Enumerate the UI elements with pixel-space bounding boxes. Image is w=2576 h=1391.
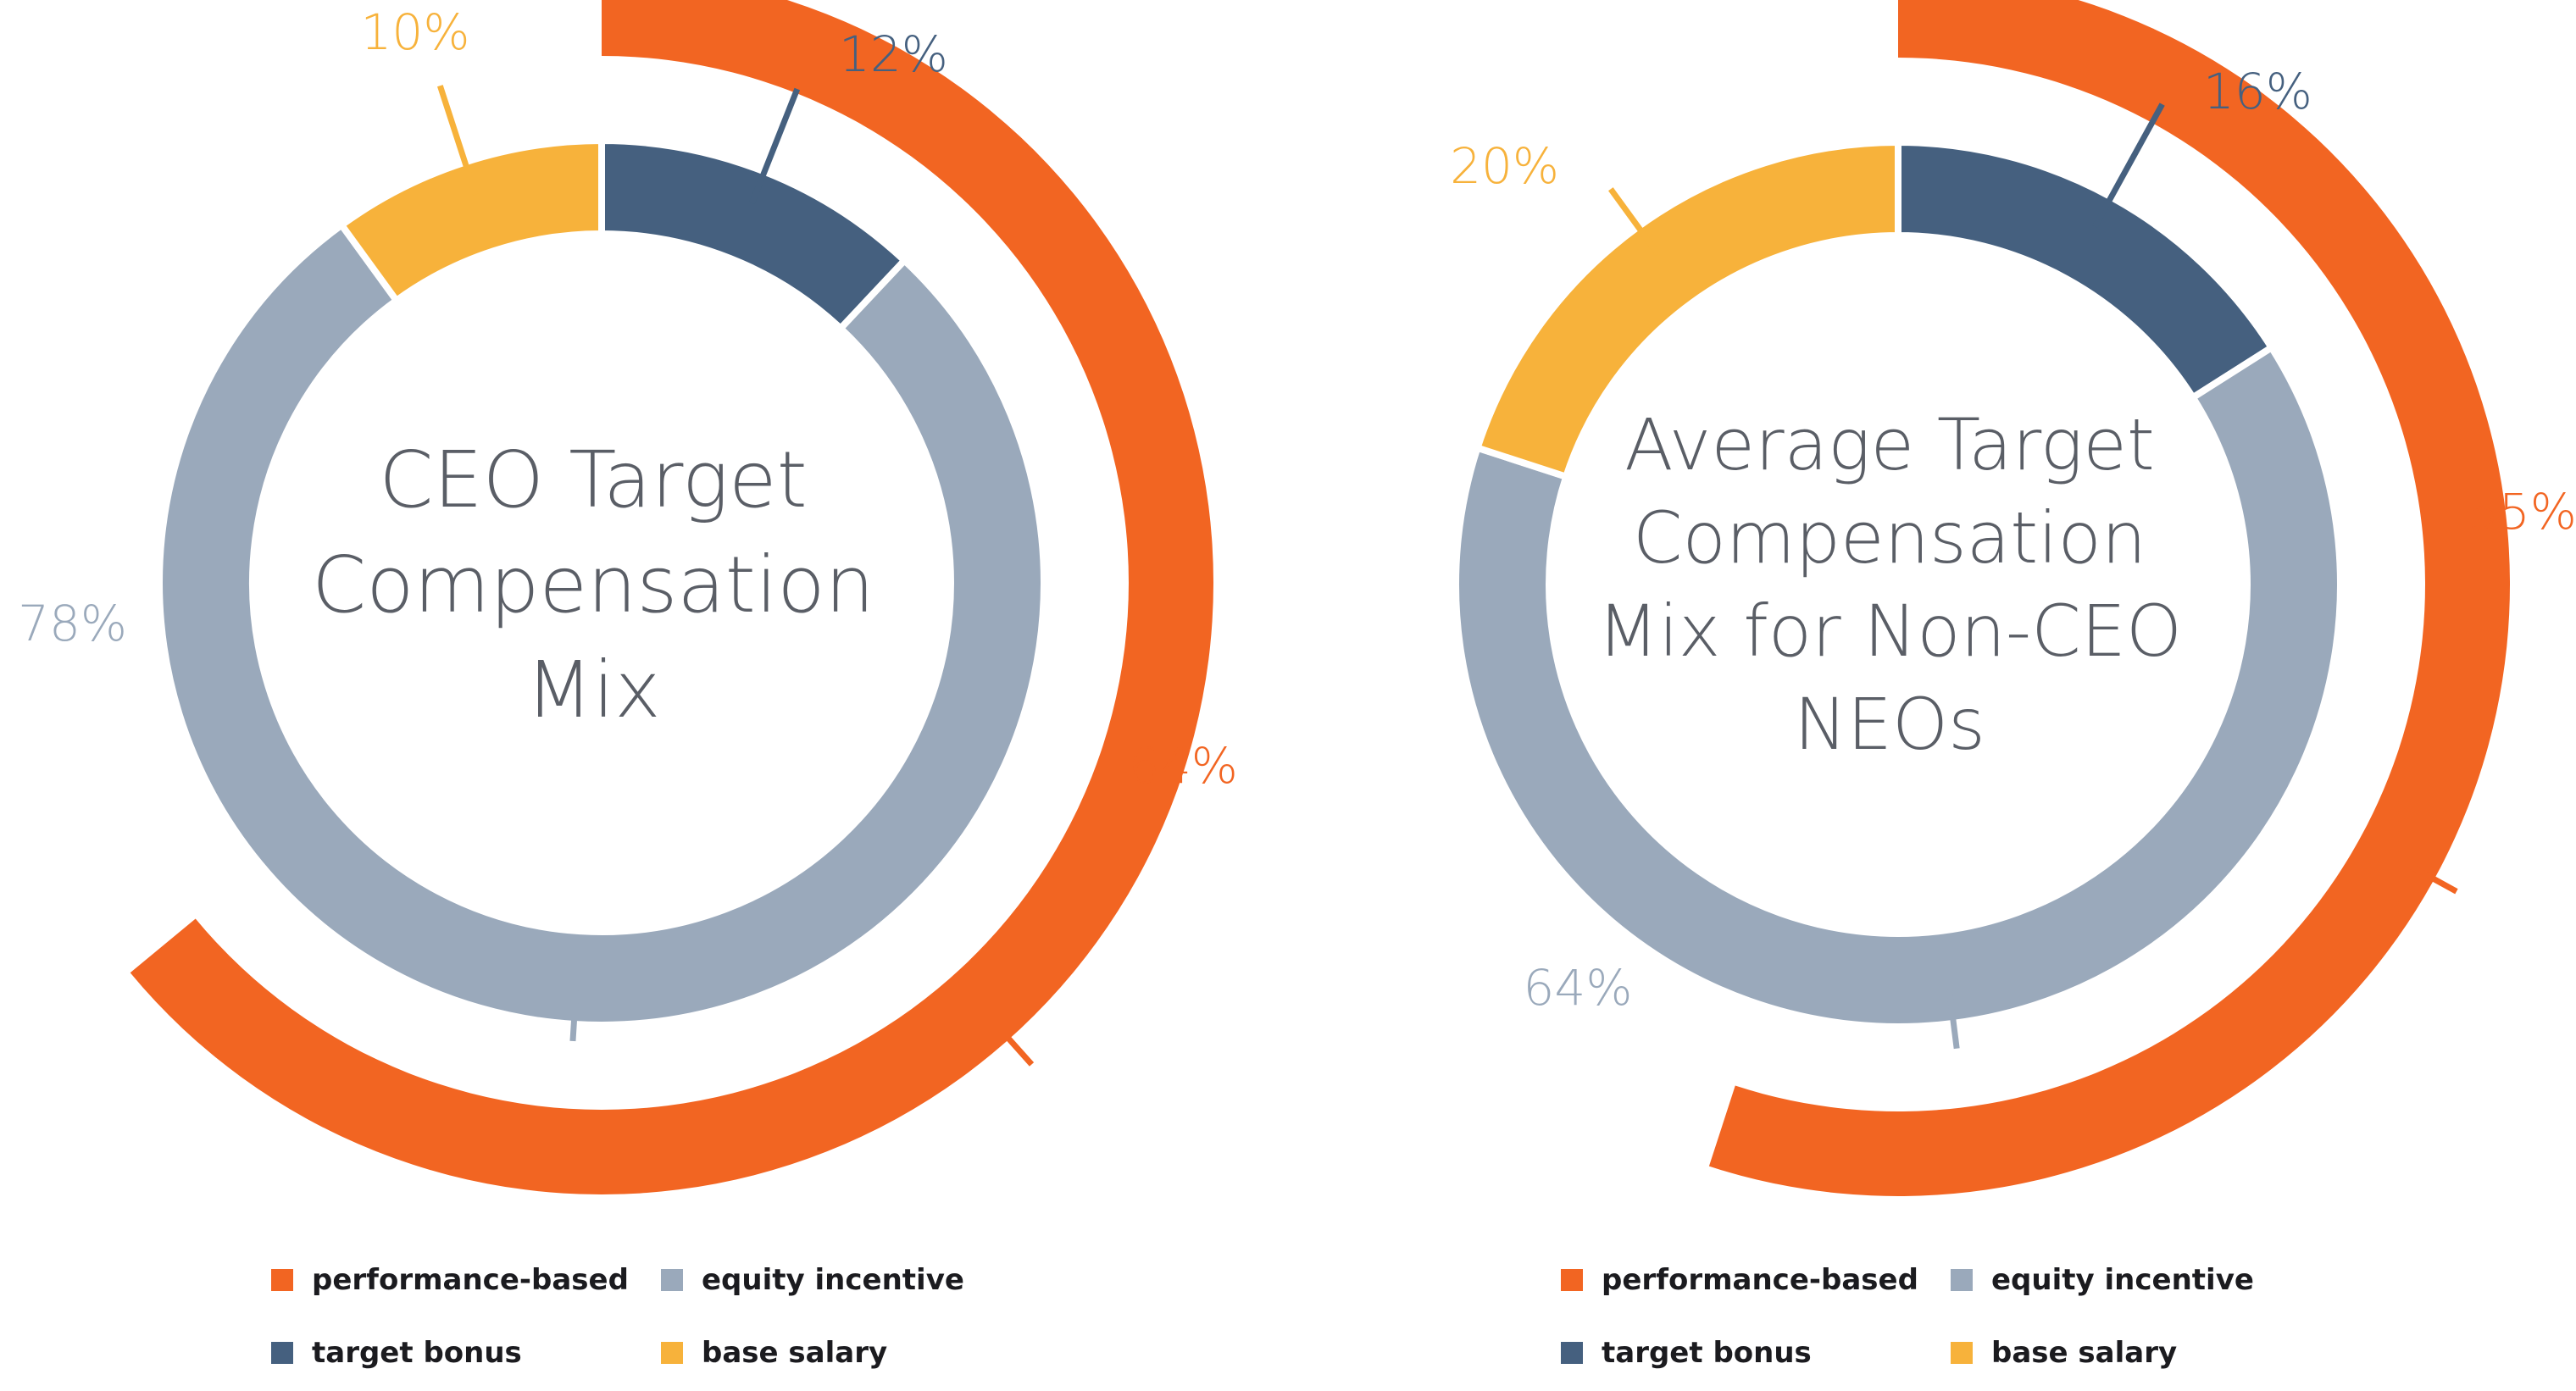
ceo-donut-chart: 12% 78% 10% 64% <box>18 0 1238 1194</box>
neo-chart-title: Average Target Compensation Mix for Non-… <box>1568 398 2212 771</box>
equity-incentive-leader-line <box>569 989 580 1042</box>
target-bonus-leader-line <box>749 87 801 205</box>
legend-label: target bonus <box>312 1336 522 1370</box>
base-salary-segment <box>336 136 605 306</box>
base-salary-swatch <box>661 1342 683 1364</box>
performance-based-leader-line <box>2410 864 2458 895</box>
legend-item-base-salary: base salary <box>1951 1335 2256 1371</box>
ceo-title-line-2: Compensation <box>312 540 874 630</box>
performance-based-percent-label: 55% <box>2468 483 2576 540</box>
neo-title-line-2: Compensation <box>1632 496 2147 579</box>
legend-item-performance-based: performance-based <box>271 1262 661 1298</box>
legend-item-target-bonus: target bonus <box>271 1335 661 1371</box>
equity-incentive-leader-line <box>1946 989 1960 1050</box>
target-bonus-leader-line <box>2092 103 2165 229</box>
neo-title-line-3: Mix for Non-CEO <box>1596 590 2183 673</box>
neo-title-line-4: NEOs <box>1794 683 1985 766</box>
legend-label: base salary <box>702 1336 888 1370</box>
equity-incentive-swatch <box>661 1269 683 1291</box>
base-salary-leader-line <box>437 85 479 196</box>
equity-incentive-swatch <box>1951 1269 1973 1291</box>
target-bonus-segment <box>598 136 909 334</box>
performance-based-outer-arc <box>130 0 1213 1194</box>
equity-incentive-percent-label: 64% <box>1524 959 1633 1017</box>
legend-label: performance-based <box>1602 1263 1918 1297</box>
target-bonus-percent-label: 16% <box>2203 63 2312 120</box>
target-bonus-percent-label: 12% <box>839 25 948 83</box>
ceo-legend: performance-based equity incentive targe… <box>271 1262 966 1371</box>
neo-legend: performance-based equity incentive targe… <box>1561 1262 2256 1371</box>
legend-label: base salary <box>1991 1336 2178 1370</box>
legend-item-equity-incentive: equity incentive <box>1951 1262 2256 1298</box>
legend-item-target-bonus: target bonus <box>1561 1335 1951 1371</box>
legend-item-base-salary: base salary <box>661 1335 966 1371</box>
equity-incentive-segment <box>1452 342 2344 1030</box>
ceo-title-line-3: Mix <box>525 645 661 735</box>
legend-item-equity-incentive: equity incentive <box>661 1262 966 1298</box>
base-salary-leader-line <box>1608 187 1661 257</box>
legend-label: equity incentive <box>1991 1263 2254 1297</box>
ceo-title-line-1: CEO Target <box>379 435 808 525</box>
base-salary-segment <box>1473 138 1901 481</box>
performance-based-swatch <box>271 1269 293 1291</box>
legend-label: equity incentive <box>702 1263 964 1297</box>
neo-title-line-1: Average Target <box>1624 403 2155 486</box>
legend-label: performance-based <box>312 1263 629 1297</box>
performance-based-swatch <box>1561 1269 1583 1291</box>
equity-incentive-percent-label: 78% <box>18 595 127 652</box>
legend-item-performance-based: performance-based <box>1561 1262 1951 1298</box>
base-salary-percent-label: 10% <box>361 3 470 61</box>
performance-based-leader-line <box>990 1017 1035 1067</box>
target-bonus-swatch <box>271 1342 293 1364</box>
base-salary-swatch <box>1951 1342 1973 1364</box>
neo-donut-chart: 16% 64% 20% 55% <box>1450 0 2576 1196</box>
base-salary-percent-label: 20% <box>1450 137 1559 195</box>
legend-label: target bonus <box>1602 1336 1812 1370</box>
ceo-chart-title: CEO Target Compensation Mix <box>280 428 907 743</box>
target-bonus-segment <box>1895 138 2277 402</box>
performance-based-percent-label: 64% <box>1129 737 1238 795</box>
equity-incentive-segment <box>155 220 1047 1028</box>
target-bonus-swatch <box>1561 1342 1583 1364</box>
